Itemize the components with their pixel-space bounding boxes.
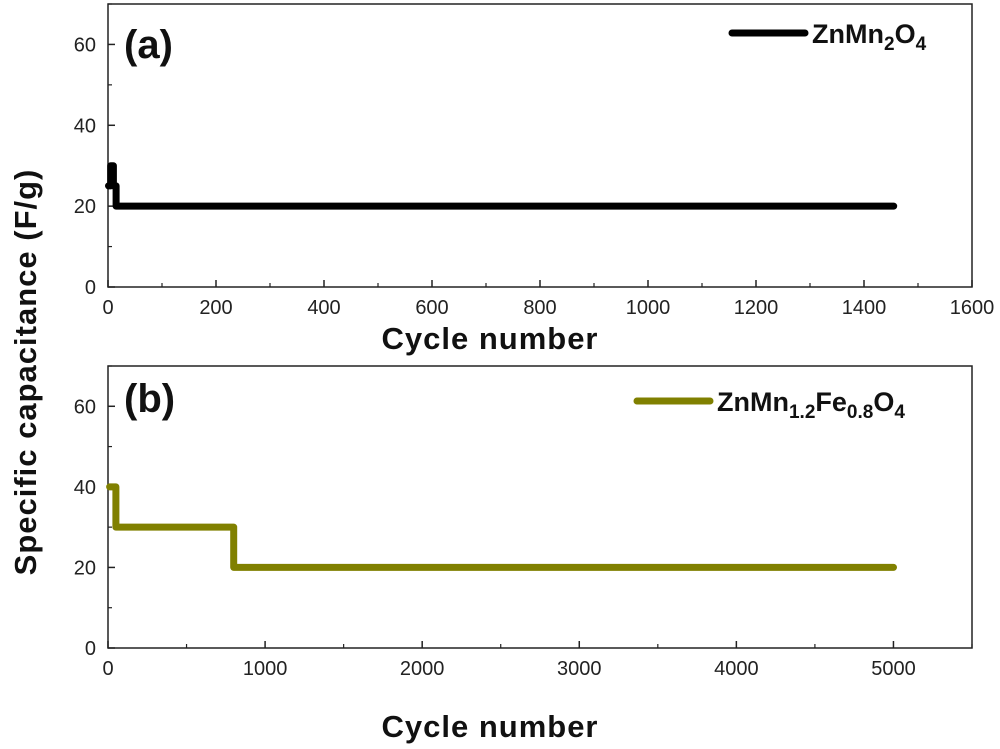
x-tick-label: 3000 — [557, 658, 602, 680]
y-tick-label: 60 — [74, 396, 96, 418]
x-tick-label: 800 — [523, 297, 556, 319]
y-tick-label: 20 — [74, 557, 96, 579]
y-tick-label: 20 — [74, 196, 96, 218]
x-tick-label: 1400 — [842, 297, 887, 319]
x-tick-label: 1200 — [734, 297, 779, 319]
x-tick-label: 1000 — [243, 658, 288, 680]
panel-label: (a) — [124, 23, 173, 67]
x-tick-label: 400 — [307, 297, 340, 319]
panel-label: (b) — [124, 377, 175, 421]
y-tick-label: 40 — [74, 115, 96, 137]
y-tick-label: 0 — [85, 638, 96, 660]
y-tick-label: 0 — [85, 277, 96, 299]
legend-label: ZnMn2O4 — [812, 19, 927, 55]
plot-frame — [107, 365, 973, 649]
x-tick-label: 2000 — [400, 658, 445, 680]
x-axis-title: Cycle number — [381, 321, 598, 356]
x-axis-title: Cycle number — [381, 709, 598, 744]
x-tick-label: 0 — [102, 297, 113, 319]
y-tick-label: 40 — [74, 477, 96, 499]
x-tick-label: 200 — [199, 297, 232, 319]
chart-panel-b: 0 1000 2000 3000 4000 5000 0 20 40 60 Cycle number… — [74, 365, 973, 744]
x-tick-label: 1600 — [950, 297, 995, 319]
x-tick-label: 0 — [102, 658, 113, 680]
y-axis-title: Specific capacitance (F/g) — [8, 169, 43, 576]
x-tick-label: 4000 — [714, 658, 759, 680]
x-tick-label: 600 — [415, 297, 448, 319]
legend-label: ZnMn1.2Fe0.8O4 — [717, 387, 905, 423]
chart-panel-a: 0 200 400 600 800 1000 1200 1400 1600 0 20 40 60 Cycl… — [74, 3, 995, 356]
x-tick-label: 5000 — [871, 658, 916, 680]
series-line — [105, 162, 898, 210]
series-line — [106, 483, 897, 571]
x-tick-label: 1000 — [626, 297, 671, 319]
y-tick-label: 60 — [74, 34, 96, 56]
